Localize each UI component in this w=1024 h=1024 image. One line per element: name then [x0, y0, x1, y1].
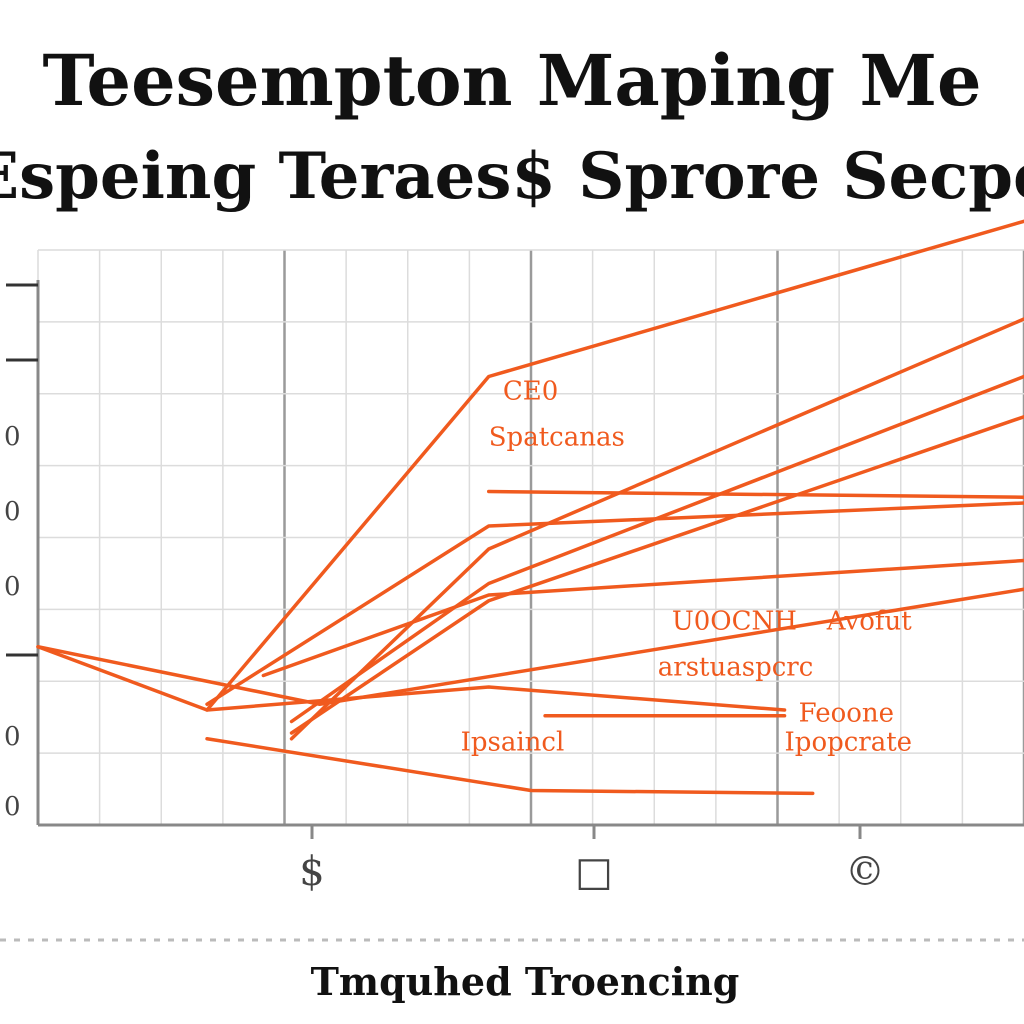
y-tick-label: 0 [4, 422, 21, 452]
series-lines [36, 219, 1024, 796]
series-line-9 [205, 737, 815, 796]
annotation-label: arstuaspcrc [658, 653, 814, 683]
series-line-10 [486, 489, 1024, 499]
series-line-4 [289, 374, 1024, 724]
chart-title-line-2: Espeing Teraes$ Sprore Secpe [0, 139, 1024, 214]
annotation-label: Ipopcrate [785, 727, 913, 757]
annotation-label: Feoone [799, 699, 894, 729]
chart-title-line-1: Teesempton Maping Me [43, 39, 982, 122]
x-axis-title: Tmquhed Troencing [0, 938, 1024, 1004]
y-tick-label: 0 [4, 572, 21, 602]
axes [6, 280, 1024, 839]
annotations: CE0 Spatcanas U0OCNH Avofut arstuaspcrc Feoon… [461, 377, 913, 758]
series-line-1 [36, 219, 1024, 712]
series-line-7 [36, 587, 1024, 706]
x-tick-label: $ [299, 849, 324, 895]
chart-title: Teesempton Maping Me Espeing Teraes$ Spr… [0, 39, 1024, 214]
series-line-8 [205, 685, 787, 712]
x-axis-label: Tmquhed Troencing [311, 959, 740, 1004]
annotation-label: CE0 [503, 377, 558, 407]
series-line-5 [205, 501, 1024, 706]
annotation-label: Ipsaincl [461, 727, 565, 757]
annotation-label: Spatcanas [489, 423, 625, 453]
annotation-label: U0OCNH [672, 607, 797, 637]
y-tick-label: 0 [4, 792, 21, 822]
y-tick-label: 0 [4, 722, 21, 752]
x-tick-label: © [845, 849, 885, 895]
tick-labels: $ □ © 0 0 0 0 0 [4, 422, 885, 895]
series-line-6 [261, 558, 1024, 678]
series-line-3 [289, 415, 1024, 735]
y-tick-label: 0 [4, 497, 21, 527]
x-tick-label: □ [575, 849, 613, 895]
annotation-label: Avofut [826, 607, 912, 637]
